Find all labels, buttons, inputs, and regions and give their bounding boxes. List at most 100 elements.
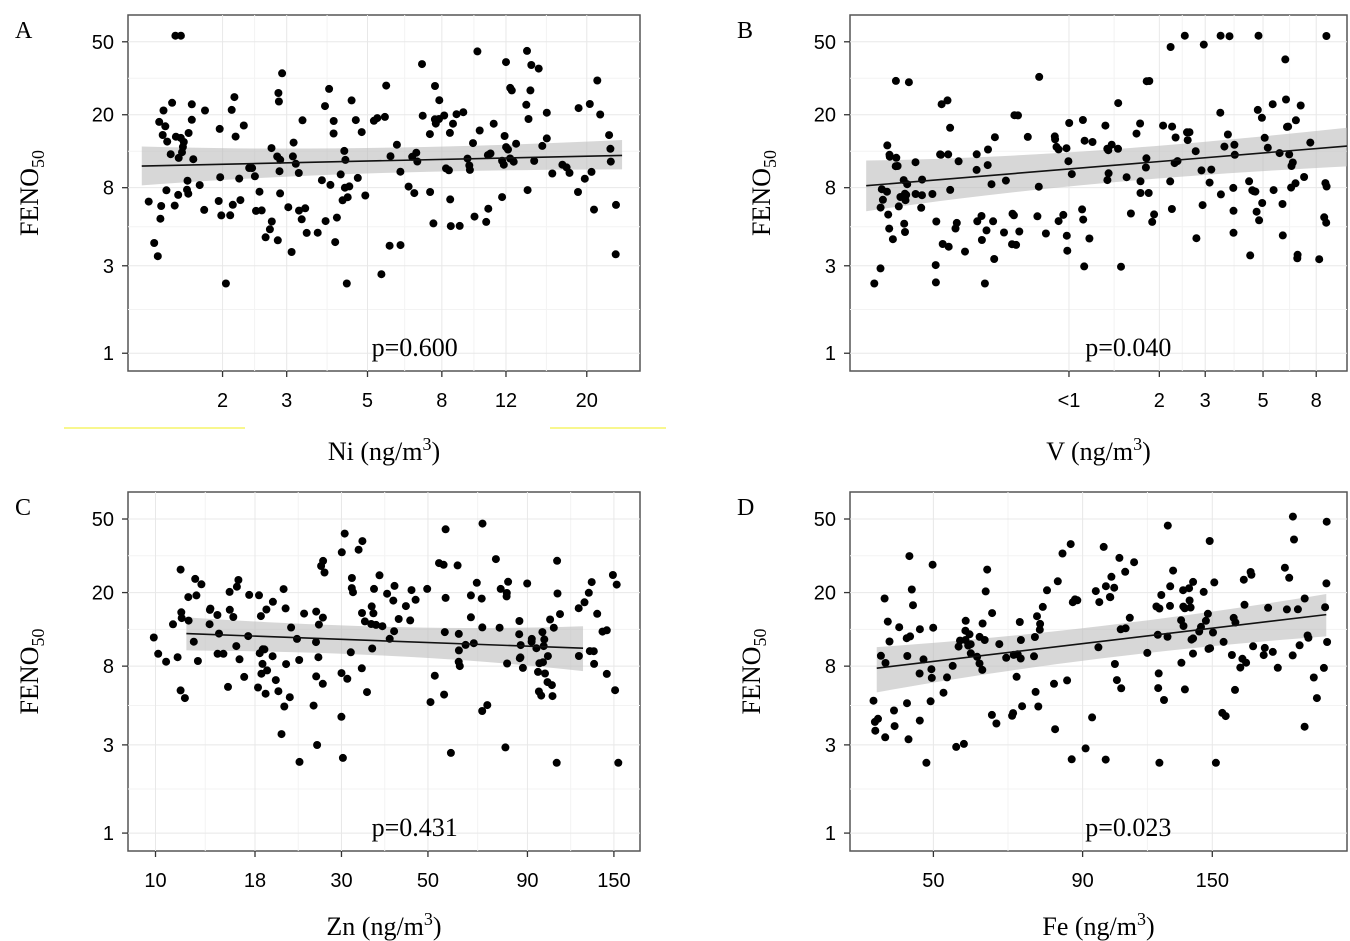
y-axis-title: FENO50 <box>737 629 770 715</box>
data-point <box>302 228 311 237</box>
data-point <box>501 743 510 752</box>
data-point <box>282 660 291 669</box>
data-point <box>347 574 356 582</box>
data-point <box>928 190 937 198</box>
panel-letter: B <box>737 18 753 44</box>
data-point <box>1177 616 1186 625</box>
data-point <box>1300 173 1309 181</box>
data-point <box>541 669 549 678</box>
data-point <box>213 611 222 619</box>
data-point <box>1166 601 1174 610</box>
data-point <box>418 111 427 120</box>
data-point <box>895 623 904 632</box>
data-point <box>975 632 984 641</box>
data-point <box>318 679 327 688</box>
y-tick-label: 3 <box>825 735 836 757</box>
data-point <box>252 206 260 215</box>
data-point <box>540 635 549 644</box>
data-point <box>268 652 277 661</box>
data-point <box>548 169 557 178</box>
y-tick-label: 8 <box>825 178 836 200</box>
data-point <box>297 215 306 224</box>
data-point <box>213 649 222 658</box>
data-point <box>250 172 259 181</box>
data-point <box>314 620 323 629</box>
x-tick-label: <1 <box>1058 390 1081 412</box>
data-point <box>279 585 288 594</box>
data-point <box>1220 142 1229 151</box>
data-point <box>326 180 335 189</box>
data-point <box>227 105 236 114</box>
data-point <box>1171 133 1180 142</box>
data-point <box>320 568 329 577</box>
data-point <box>907 585 916 594</box>
data-point <box>189 155 198 164</box>
data-point <box>1229 183 1238 192</box>
data-point <box>177 608 186 617</box>
data-point <box>527 634 536 643</box>
data-point <box>1059 210 1068 219</box>
data-point <box>343 193 352 202</box>
data-point <box>537 691 546 700</box>
data-point <box>1091 587 1100 596</box>
data-point <box>363 688 371 697</box>
data-point <box>358 537 367 546</box>
data-point <box>1166 177 1175 186</box>
data-point <box>294 169 303 177</box>
data-point <box>287 623 296 632</box>
data-point <box>184 616 193 625</box>
data-point <box>982 226 991 235</box>
data-point <box>317 176 326 185</box>
data-point <box>1309 673 1318 682</box>
data-point <box>1150 210 1159 219</box>
data-point <box>1216 108 1225 117</box>
data-point <box>553 556 562 565</box>
data-point <box>1062 231 1071 240</box>
data-point <box>1281 55 1290 64</box>
data-point <box>331 238 340 247</box>
data-point <box>901 228 909 236</box>
data-point <box>1067 755 1076 764</box>
data-point <box>961 616 970 625</box>
data-point <box>948 661 957 670</box>
data-point <box>325 84 334 93</box>
data-point <box>431 82 439 90</box>
data-point <box>1189 577 1198 586</box>
data-point <box>885 150 894 159</box>
data-point <box>1012 672 1021 681</box>
data-point <box>1066 540 1075 549</box>
data-point <box>944 150 953 159</box>
y-tick-label: 20 <box>92 583 114 605</box>
data-point <box>915 669 924 678</box>
data-point <box>1052 142 1061 151</box>
data-point <box>477 594 486 603</box>
data-point <box>442 164 450 173</box>
data-point <box>263 666 272 675</box>
data-point <box>1223 130 1232 139</box>
data-point <box>1315 255 1324 264</box>
data-point <box>1144 189 1153 197</box>
data-point <box>966 649 975 658</box>
data-point <box>321 102 329 111</box>
data-point <box>426 698 435 707</box>
data-point <box>1148 217 1157 226</box>
data-point <box>1323 638 1332 646</box>
data-point <box>956 636 964 645</box>
data-point <box>1136 119 1145 128</box>
data-point <box>173 653 182 662</box>
data-point <box>612 580 621 589</box>
data-point <box>232 642 241 651</box>
data-point <box>340 529 349 538</box>
data-point <box>353 173 362 182</box>
data-point <box>435 96 444 105</box>
data-point <box>543 678 552 687</box>
data-point <box>1051 135 1060 144</box>
data-point <box>917 203 926 212</box>
data-point <box>482 217 491 226</box>
data-point <box>312 638 320 647</box>
data-point <box>1095 598 1104 607</box>
data-point <box>928 560 937 569</box>
data-point <box>370 584 378 593</box>
data-point <box>1283 122 1291 131</box>
y-tick-label: 20 <box>92 105 114 127</box>
